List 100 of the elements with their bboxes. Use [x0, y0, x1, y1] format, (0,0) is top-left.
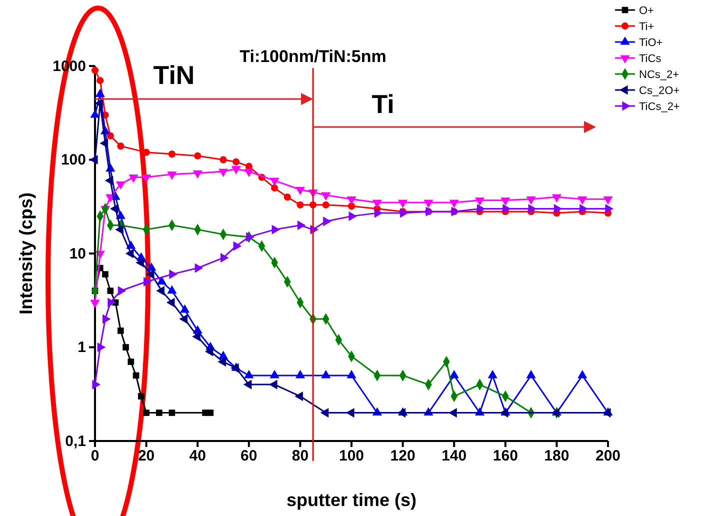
x-tick-label: 120 — [390, 448, 416, 465]
y-axis-title: Intensity (cps) — [16, 192, 36, 315]
point — [346, 370, 356, 378]
point — [180, 304, 190, 313]
point — [244, 370, 254, 378]
point — [220, 156, 227, 164]
annotation: Ti:100nm/TiN:5nm — [240, 47, 386, 66]
y-tick-label: 10 — [69, 245, 86, 262]
x-tick-label: 100 — [338, 448, 364, 465]
x-tick-label: 20 — [138, 448, 155, 465]
point — [110, 204, 118, 214]
point — [107, 288, 114, 294]
y-tick-label: 0,1 — [65, 432, 86, 450]
point — [346, 196, 356, 205]
x-tick-label: 180 — [544, 448, 570, 465]
point — [231, 166, 241, 174]
point — [295, 186, 306, 196]
point — [348, 202, 356, 210]
point — [398, 200, 408, 208]
point — [400, 208, 408, 218]
point — [580, 204, 588, 214]
point — [192, 332, 200, 342]
point — [284, 193, 291, 201]
x-tick-label: 140 — [442, 448, 467, 465]
point — [528, 204, 537, 214]
point — [474, 197, 485, 206]
point — [156, 286, 164, 296]
point — [192, 170, 202, 179]
point — [102, 271, 108, 278]
point — [220, 252, 229, 263]
point — [138, 393, 144, 400]
x-tick-label: 160 — [492, 448, 518, 465]
point — [232, 158, 240, 166]
point — [94, 98, 103, 108]
point — [374, 208, 383, 218]
point — [296, 201, 304, 208]
annotation: TiN — [153, 60, 195, 90]
legend-label: TiCs — [639, 53, 662, 65]
point — [167, 285, 177, 294]
point — [449, 370, 459, 378]
point — [122, 344, 129, 350]
point — [117, 142, 124, 150]
point — [156, 276, 166, 284]
point — [554, 204, 562, 214]
point — [125, 248, 134, 258]
point — [578, 196, 588, 205]
point — [218, 168, 228, 178]
point — [502, 204, 511, 214]
point — [156, 410, 162, 416]
point — [603, 196, 613, 205]
point — [269, 380, 278, 390]
legend-label: TiCs_2+ — [639, 101, 680, 113]
point — [100, 138, 108, 148]
point — [218, 356, 226, 367]
point — [297, 220, 306, 230]
point — [146, 269, 154, 280]
point — [115, 224, 124, 234]
point — [179, 314, 188, 324]
point — [449, 200, 459, 208]
point — [243, 380, 252, 390]
point — [244, 168, 254, 178]
legend-label: Cs_2O+ — [639, 85, 680, 97]
point — [117, 328, 124, 334]
point — [323, 216, 332, 226]
legend-label: O+ — [639, 5, 654, 17]
point — [143, 410, 150, 416]
x-tick-label: 40 — [189, 448, 206, 465]
point — [168, 150, 176, 158]
x-tick-label: 200 — [595, 448, 621, 465]
point — [166, 298, 175, 308]
point — [194, 152, 202, 160]
point — [136, 258, 144, 268]
point — [605, 204, 614, 214]
point — [168, 410, 176, 416]
point — [552, 194, 562, 203]
x-tick-label: 0 — [90, 448, 100, 465]
point — [204, 346, 214, 356]
point — [476, 204, 486, 214]
point — [128, 358, 134, 365]
point — [526, 370, 536, 378]
y-tick-label: 1 — [78, 339, 86, 356]
point — [270, 370, 280, 378]
y-tick-label: 100 — [60, 152, 86, 169]
legend-label: TiO+ — [639, 37, 663, 49]
point — [295, 370, 306, 378]
point — [128, 174, 138, 183]
legend-label: Ti+ — [639, 21, 654, 33]
point — [320, 408, 329, 418]
point — [116, 181, 126, 190]
point — [321, 192, 331, 201]
point — [348, 211, 358, 221]
point — [500, 197, 510, 206]
point — [488, 370, 498, 378]
point — [270, 178, 280, 186]
point — [207, 410, 214, 416]
point — [372, 200, 382, 208]
point — [96, 76, 104, 84]
point — [270, 184, 278, 192]
point — [424, 200, 434, 208]
point — [526, 196, 536, 205]
